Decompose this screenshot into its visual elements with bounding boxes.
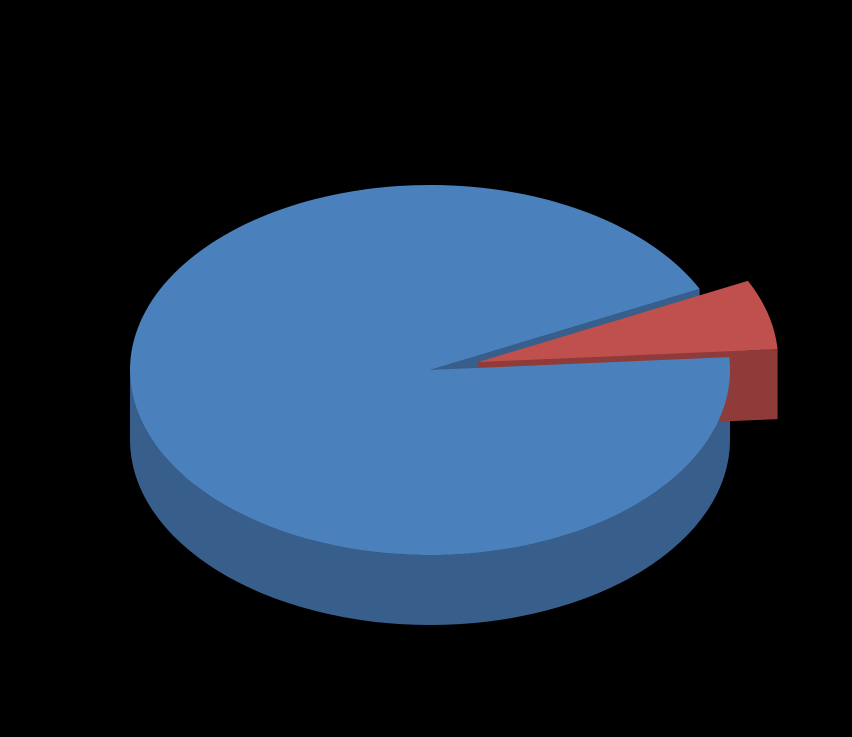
pie-chart-3d bbox=[0, 0, 852, 737]
pie-slice-top bbox=[130, 185, 730, 555]
pie-chart-svg bbox=[0, 0, 852, 737]
